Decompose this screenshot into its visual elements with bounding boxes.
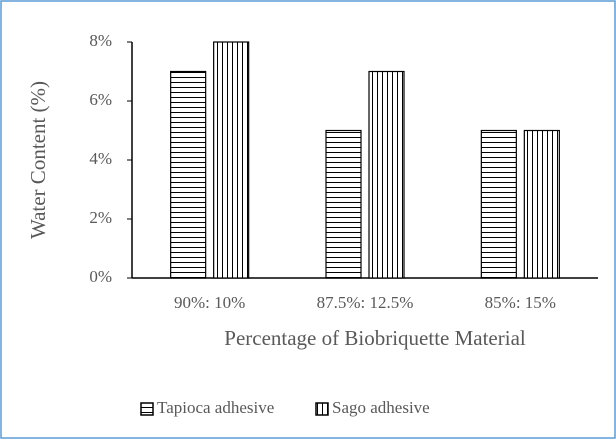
y-axis-title: Water Content (%) — [26, 81, 50, 239]
y-tick-label: 4% — [89, 149, 112, 168]
legend-label: Tapioca adhesive — [157, 398, 274, 417]
bar — [368, 70, 405, 279]
legend-swatch — [140, 402, 154, 416]
y-tick-label: 8% — [89, 31, 112, 50]
x-tick-label: 87.5%: 12.5% — [317, 293, 414, 312]
x-tick-label: 85%: 15% — [485, 293, 556, 312]
y-tick-label: 6% — [89, 90, 112, 109]
bar — [480, 129, 517, 279]
bar — [523, 129, 560, 279]
x-axis-title: Percentage of Biobriquette Material — [224, 326, 526, 350]
bar — [170, 70, 207, 279]
x-tick-label: 90%: 10% — [174, 293, 245, 312]
legend-swatch — [315, 402, 329, 416]
legend-label: Sago adhesive — [332, 398, 430, 417]
y-tick-label: 2% — [89, 208, 112, 227]
bar — [213, 41, 250, 279]
y-tick-label: 0% — [89, 267, 112, 286]
bar — [325, 129, 362, 279]
